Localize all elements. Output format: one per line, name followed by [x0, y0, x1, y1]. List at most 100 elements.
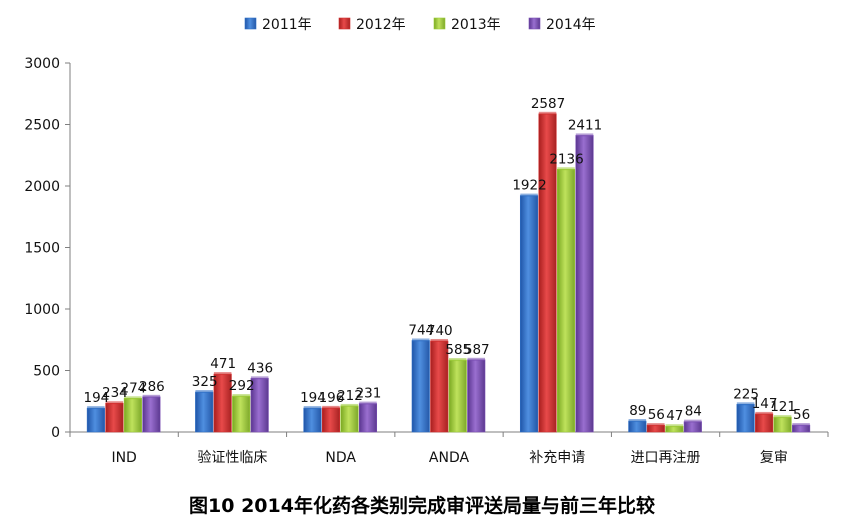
bar-top [647, 423, 665, 427]
y-tick-label: 2000 [24, 179, 60, 195]
data-label: 194 [84, 390, 110, 406]
bar-top [773, 415, 792, 419]
bar-top [250, 376, 269, 380]
bar-top [538, 111, 557, 115]
bar-1 [195, 391, 214, 433]
bar-3 [232, 395, 251, 433]
bar-4 [142, 396, 161, 433]
y-tick-label: 500 [33, 364, 60, 380]
x-category-label: 复审 [760, 449, 788, 466]
bar-3 [773, 416, 792, 433]
chart-title: 图10 2014年化药各类别完成审评送局量与前三年比较 [189, 494, 655, 517]
data-label: 471 [210, 356, 236, 372]
data-label: 47 [666, 408, 683, 424]
bar-1 [628, 420, 647, 433]
data-label: 436 [247, 360, 273, 376]
data-label: 2587 [531, 96, 565, 112]
bar-top [195, 390, 213, 394]
bar-1 [86, 407, 105, 433]
data-label: 56 [648, 407, 665, 423]
legend-label: 2011年 [262, 17, 312, 33]
bar-top [124, 396, 142, 400]
bar-top [232, 394, 250, 398]
legend: 2011年 2012年 2013年 2014年 [244, 17, 596, 33]
data-label: 194 [300, 390, 326, 406]
bars [86, 111, 811, 433]
bar-top [303, 406, 322, 410]
y-tick-label: 1000 [24, 302, 60, 318]
bar-1 [411, 340, 430, 433]
bar-2 [646, 424, 665, 433]
data-label: 292 [229, 378, 255, 394]
bar-top [575, 133, 594, 137]
data-label: 196 [319, 390, 345, 406]
data-label: 84 [685, 404, 702, 420]
bar-top [87, 406, 105, 410]
data-label: 2136 [549, 151, 583, 167]
x-category-label: IND [111, 450, 136, 466]
legend-swatch [433, 17, 446, 30]
y-axis-ticks: 0 500 1000 1500 2000 2500 3000 [24, 56, 70, 441]
bar-4 [792, 424, 811, 433]
bar-top [755, 411, 773, 415]
data-label: 585 [445, 342, 471, 358]
bar-4 [683, 421, 702, 433]
bar-top [322, 405, 340, 409]
bar-top [213, 372, 232, 376]
data-label: 286 [139, 379, 165, 395]
data-label: 744 [408, 322, 434, 338]
y-tick-label: 3000 [24, 56, 60, 72]
bar-top [665, 424, 684, 428]
bar-top [142, 394, 161, 398]
bar-top [736, 402, 755, 406]
bar-1 [519, 195, 539, 433]
data-label: 89 [629, 403, 646, 419]
data-label: 234 [102, 385, 128, 401]
data-label: 587 [464, 342, 490, 358]
legend-swatch [244, 17, 257, 30]
bar-2 [105, 402, 124, 433]
data-label: 225 [733, 386, 759, 402]
bar-1 [303, 407, 322, 433]
bar-top [684, 419, 702, 423]
bar-top [430, 338, 448, 342]
bar-top [628, 419, 647, 423]
bar-top [792, 423, 810, 427]
legend-swatch [528, 17, 541, 30]
bar-4 [467, 359, 486, 433]
bar-4 [575, 135, 594, 433]
data-label: 147 [752, 396, 778, 412]
data-label: 740 [427, 323, 453, 339]
legend-label: 2012年 [356, 17, 406, 33]
data-label: 56 [793, 407, 810, 423]
bar-3 [556, 168, 576, 433]
y-tick-label: 0 [51, 425, 60, 441]
bar-top [467, 357, 485, 361]
x-category-label: ANDA [429, 450, 470, 466]
bar-top [340, 403, 359, 407]
legend-label: 2014年 [546, 17, 596, 33]
bar-4 [358, 403, 378, 433]
bar-top [359, 401, 377, 405]
bar-2 [321, 407, 341, 433]
data-label: 231 [356, 386, 382, 402]
bar-2 [755, 413, 774, 433]
y-tick-label: 1500 [24, 241, 60, 257]
bar-3 [123, 397, 142, 433]
x-category-label: 验证性临床 [197, 450, 267, 466]
data-label: 274 [121, 380, 147, 396]
data-label: 2411 [568, 117, 602, 133]
x-category-label: 补充申请 [529, 450, 585, 466]
bar-3 [340, 405, 359, 433]
legend-label: 2013年 [451, 17, 501, 33]
bar-top [449, 358, 467, 362]
bar-top [520, 193, 538, 197]
x-category-label: 进口再注册 [631, 450, 701, 466]
bar-3 [448, 359, 467, 433]
bar-top [105, 401, 124, 405]
x-category-label: NDA [325, 450, 356, 466]
data-label: 121 [770, 399, 796, 415]
legend-swatch [338, 17, 351, 30]
